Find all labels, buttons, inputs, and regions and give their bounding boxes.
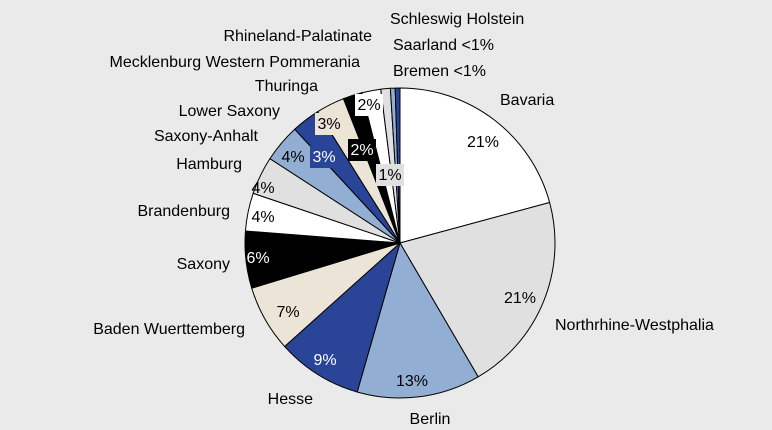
category-label: Berlin <box>410 411 451 428</box>
category-label: Saxony-Anhalt <box>154 128 259 145</box>
value-label: 13% <box>396 373 428 390</box>
category-label: Brandenburg <box>137 203 230 220</box>
category-label: Thuringa <box>255 78 318 95</box>
value-label: 2% <box>357 97 380 114</box>
pie-slice <box>399 201 556 378</box>
value-label-box <box>348 139 376 161</box>
category-label: Bremen <1% <box>393 63 486 80</box>
value-label-box <box>315 113 343 135</box>
pie-slice <box>356 241 479 399</box>
value-label: 3% <box>317 116 340 133</box>
category-label: Schleswig Holstein <box>390 11 524 28</box>
value-label: 1% <box>378 167 401 184</box>
value-label: 3% <box>312 149 335 166</box>
value-label: 4% <box>281 149 304 166</box>
value-label: 4% <box>251 180 274 197</box>
category-label: Lower Saxony <box>179 103 280 120</box>
category-label: Bavaria <box>500 92 554 109</box>
category-label: Saarland <1% <box>393 37 494 54</box>
value-label-box <box>355 94 383 116</box>
category-label: Baden Wuerttemberg <box>93 321 245 338</box>
category-label: Saxony <box>177 256 230 273</box>
category-label: Northrhine-Westphalia <box>555 317 714 334</box>
category-label: Hamburg <box>176 156 242 173</box>
category-label: Mecklenburg Western Pommerania <box>110 54 361 71</box>
category-label: Rhineland-Palatinate <box>223 28 372 45</box>
category-label: Hesse <box>268 391 313 408</box>
value-label: 21% <box>467 134 499 151</box>
pie-slice <box>283 241 401 393</box>
pie-slice <box>399 87 551 244</box>
value-label: 21% <box>504 290 536 307</box>
value-label: 7% <box>276 304 299 321</box>
value-label-box <box>376 164 404 186</box>
value-label-box <box>310 146 338 168</box>
value-label: 9% <box>313 352 336 369</box>
value-label: 2% <box>350 142 373 159</box>
value-label: 6% <box>246 250 269 267</box>
value-label: 4% <box>251 209 274 226</box>
